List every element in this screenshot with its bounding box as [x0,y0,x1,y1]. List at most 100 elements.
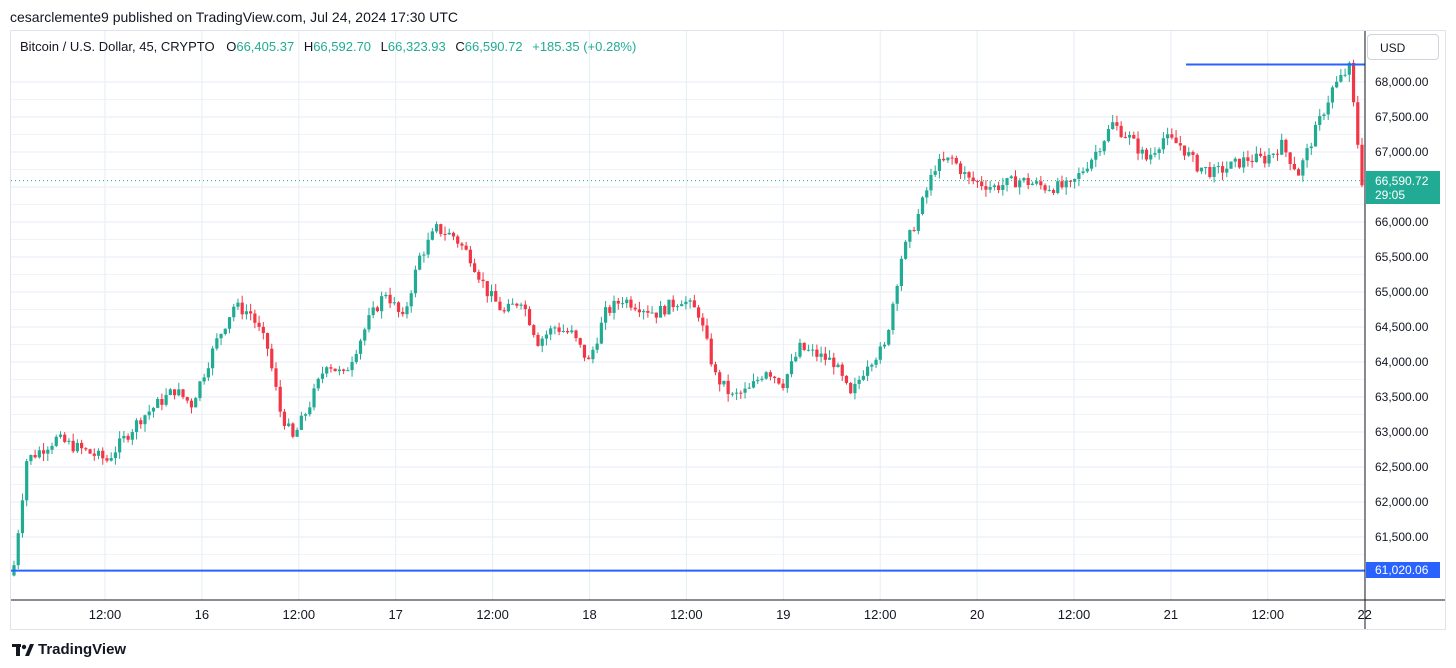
candle-body [794,356,798,362]
candle [925,187,929,204]
candle-body [861,375,865,380]
candle-body [637,309,642,313]
candle-body [1178,143,1182,146]
candle-body [1309,146,1313,149]
candle-body [751,381,756,388]
candle-body [878,346,882,360]
candle-body [1208,167,1212,177]
candle [587,355,591,360]
candle [481,272,485,288]
candle [409,290,413,313]
candle [130,429,134,446]
candle [329,364,333,373]
candle [291,422,295,439]
price-tick-label: 63,000.00 [1375,425,1429,439]
candle-body [96,450,101,456]
support-level-tag[interactable]: 61,020.06 [1366,562,1440,578]
candle-body [625,299,629,304]
symbol-title[interactable]: Bitcoin / U.S. Dollar, 45, CRYPTO [20,39,215,54]
candle-body [561,330,565,332]
candle [1030,181,1034,186]
candle-body [25,461,29,501]
candle-body [473,263,477,273]
candle [789,353,794,378]
candle-body [346,370,350,372]
candle-body [299,415,303,430]
candle-body [291,423,295,437]
candle [333,368,337,372]
candle [1001,177,1005,196]
candle-body [785,374,789,389]
candle-body [430,231,434,240]
candle-body [20,500,25,534]
tradingview-brand[interactable]: TradingView [12,641,126,658]
candle-body [443,233,447,235]
candle-body [565,330,570,333]
candle-body [692,300,696,308]
candle-body [358,340,363,354]
candle [156,396,160,409]
candle [282,408,287,430]
candle [849,381,853,395]
candle [1111,114,1115,130]
price-tick-label: 64,000.00 [1375,355,1429,369]
candle-body [342,369,346,371]
candle-body [54,436,58,446]
candle-body [515,303,519,306]
candle-body [1313,124,1318,147]
candle-body [134,420,139,433]
candle [1094,144,1098,168]
candle [244,304,249,320]
candle-body [1009,176,1013,179]
candle [933,165,937,178]
candle-body [308,407,312,415]
candle-body [33,455,37,458]
candle [1153,147,1157,158]
candle-body [680,304,684,307]
candle-body [975,181,980,183]
candle [1318,109,1322,131]
candle-body [1288,152,1292,164]
price-tick-label: 62,000.00 [1375,495,1429,509]
currency-button[interactable]: USD [1367,34,1439,60]
candle [844,375,849,385]
candle [342,368,346,375]
candle-body [265,333,270,349]
candle [92,448,96,461]
candle [565,327,570,335]
candle [215,333,219,351]
candle-body [853,383,857,394]
candle [781,379,785,391]
candle-body [506,303,511,312]
candle-body [481,279,485,282]
candle-body [1166,134,1170,139]
candle [832,352,836,375]
candle-body [172,389,177,396]
candle [25,458,29,507]
tradingview-logo-icon [12,643,34,656]
candle [388,287,392,309]
candle-body [827,357,832,360]
candle-body [1182,145,1187,156]
candle [1275,149,1280,161]
candle-body [595,343,599,350]
time-tick-label: 16 [195,607,209,622]
candle [1351,59,1356,107]
candle-body [101,450,105,459]
candle-body [874,359,878,365]
candle-body [578,338,582,345]
candle-body [967,172,971,178]
candle-body [958,163,963,175]
candle-body [1246,157,1250,161]
candle [1047,185,1051,192]
time-tick-label: 12:00 [670,607,703,622]
candle [456,234,460,248]
candle-body [616,300,620,304]
candle [646,305,650,318]
candle-body [223,328,227,335]
candle-body [840,364,844,376]
candle-body [168,389,172,395]
candle-body [709,338,713,365]
candle-body [1187,152,1191,156]
